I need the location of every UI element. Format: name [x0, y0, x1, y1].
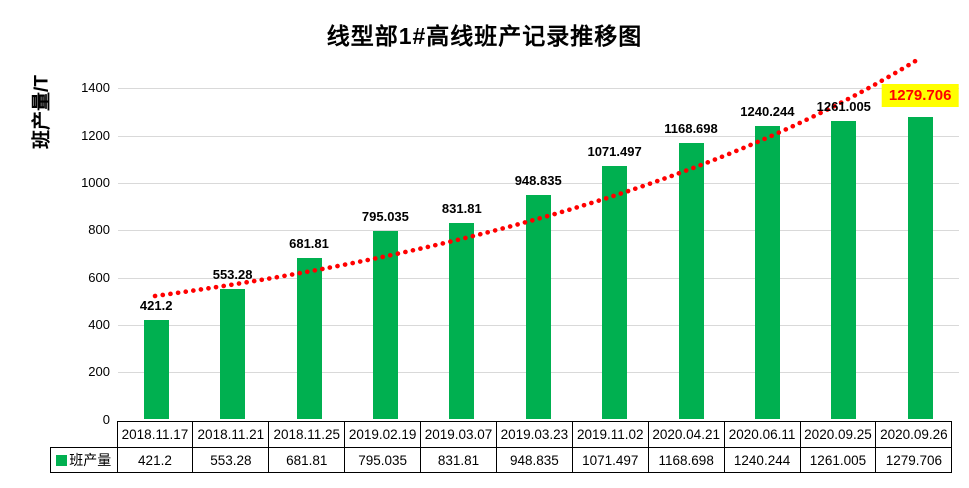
bar-2018.11.25[interactable]: [296, 258, 322, 420]
table-date-cell: 2019.03.23: [495, 421, 573, 448]
y-tick-1200: 1200: [81, 127, 110, 143]
y-tick-600: 600: [88, 269, 110, 285]
table-value-cell: 795.035: [344, 447, 422, 473]
table-date-cell: 2020.09.25: [799, 421, 877, 448]
table-date-cell: 2019.03.07: [420, 421, 497, 448]
data-table: 2018.11.17 2018.11.21 2018.11.25 2019.02.19…: [50, 421, 953, 473]
bar-2019.03.23[interactable]: [525, 195, 551, 420]
bar-label-2019.03.07: 831.81: [441, 200, 482, 216]
y-tick-800: 800: [88, 222, 110, 238]
bar-label-2020.04.21: 1168.698: [664, 121, 718, 137]
table-date-cell: 2020.06.11: [723, 421, 801, 448]
table-corner-cell: [51, 422, 118, 448]
bar-label-2020.09.25: 1261.005: [816, 99, 871, 115]
bar-2019.03.07[interactable]: [449, 222, 475, 420]
bar-2019.11.02[interactable]: [602, 166, 628, 420]
y-tick-1400: 1400: [81, 80, 110, 96]
chart-title: 线型部1#高线班产记录推移图: [326, 23, 643, 49]
table-value-cell: 1279.706: [875, 447, 953, 473]
table-value-cell: 681.81: [268, 447, 346, 473]
table-value-cell: 1240.244: [723, 447, 801, 473]
table-value-cell: 948.835: [495, 447, 573, 473]
bar-2020.06.11[interactable]: [754, 126, 780, 420]
bar-2020.09.25[interactable]: [831, 121, 857, 420]
gridline-1400: [118, 88, 959, 90]
table-value-cell: 421.2: [116, 447, 194, 473]
bar-2020.04.21[interactable]: [678, 143, 704, 420]
table-value-cell: 1261.005: [799, 447, 877, 473]
bar-label-2018.11.17: 421.2: [139, 297, 173, 313]
bar-label-2019.11.02: 1071.497: [587, 144, 642, 160]
table-date-cell: 2020.09.26: [875, 421, 953, 448]
table-value-cell: 553.28: [192, 447, 270, 473]
table-date-cell: 2018.11.25: [268, 421, 346, 448]
table-date-cell: 2019.02.19: [344, 421, 422, 448]
table-legend-cell: 班产量: [50, 447, 118, 473]
data-table-value-row: 班产量 421.2 553.28 681.81 795.035 831.81 948.835…: [50, 447, 953, 473]
bar-label-2019.02.19: 795.035: [361, 209, 409, 225]
bar-label-2020.06.11: 1240.244: [740, 104, 795, 120]
bar-label-2020.09.26: 1279.706: [881, 83, 959, 107]
bar-2018.11.17[interactable]: [143, 319, 169, 420]
table-date-cell: 2019.11.02: [571, 421, 649, 448]
y-tick-0: 0: [102, 411, 110, 427]
y-tick-200: 200: [88, 364, 110, 380]
y-tick-400: 400: [88, 316, 110, 332]
table-date-cell: 2020.04.21: [647, 421, 725, 448]
bar-label-2018.11.21: 553.28: [212, 266, 253, 282]
table-date-cell: 2018.11.17: [116, 421, 194, 448]
bar-label-2019.03.23: 948.835: [514, 173, 562, 189]
table-value-cell: 831.81: [420, 447, 497, 473]
bar-2019.02.19[interactable]: [372, 231, 398, 420]
table-value-cell: 1071.497: [571, 447, 649, 473]
bar-label-2018.11.25: 681.81: [289, 236, 329, 252]
legend-swatch-icon: [56, 455, 68, 466]
y-tick-1000: 1000: [81, 175, 110, 190]
legend-label: 班产量: [69, 452, 112, 468]
table-date-cell: 2018.11.21: [192, 421, 270, 448]
data-table-date-row: 2018.11.17 2018.11.21 2018.11.25 2019.02.19…: [51, 421, 953, 448]
table-value-cell: 1168.698: [647, 447, 725, 473]
bar-2020.09.26[interactable]: [907, 116, 933, 420]
bar-2018.11.21[interactable]: [220, 288, 246, 420]
